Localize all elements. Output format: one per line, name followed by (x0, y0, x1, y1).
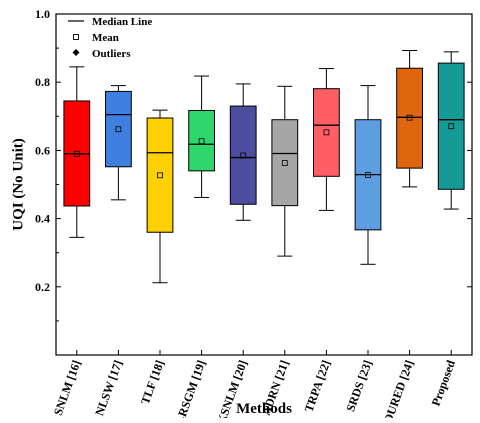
y-tick-label: 0.8 (35, 75, 50, 89)
mean-marker (115, 126, 122, 133)
box (188, 110, 215, 172)
box (437, 62, 465, 190)
legend-mean-swatch (73, 34, 79, 40)
mean-marker (323, 129, 330, 136)
legend-outliers-label: Outliers (92, 48, 131, 60)
x-tick-label: DURED [24] (381, 358, 417, 418)
mean-marker (406, 114, 413, 121)
box-group (313, 68, 340, 211)
x-axis-label: Methods (236, 401, 292, 417)
box-group (396, 49, 423, 188)
box (105, 90, 132, 168)
legend: Median Line Mean Outliers (68, 16, 152, 60)
box (229, 105, 257, 205)
y-tick-label: 0.6 (35, 143, 50, 157)
x-tick-label: LRSGM [19] (172, 358, 208, 418)
y-axis-label: UQI (No Unit) (10, 138, 26, 231)
x-tick-label: Proposed (429, 358, 459, 408)
box-group (437, 51, 465, 210)
box-group (105, 85, 132, 201)
y-tick-label: 1.0 (35, 7, 50, 21)
box-group (229, 83, 257, 221)
x-tick-label: TRPA [22] (302, 358, 334, 414)
x-tick-label: TLF [18] (138, 358, 167, 406)
mean-marker (157, 172, 163, 179)
y-tick-label: 0.2 (35, 280, 50, 294)
mean-marker (365, 172, 371, 178)
y-axis: 0.2 0.4 0.6 0.8 1.0 (35, 7, 472, 322)
mean-marker (281, 160, 288, 166)
box-series (63, 49, 465, 284)
box (313, 88, 340, 177)
mean-marker (240, 152, 247, 159)
y-tick-label: 0.4 (35, 212, 50, 226)
box (146, 117, 174, 233)
x-tick-label: SRDS [23] (343, 358, 375, 413)
mean-marker (73, 150, 80, 157)
box-group (188, 75, 215, 198)
mean-marker (448, 123, 455, 130)
box (396, 67, 423, 169)
x-tick-label: SNLM [16] (51, 358, 84, 417)
mean-marker (198, 138, 205, 145)
box-group (271, 85, 299, 257)
box (271, 119, 299, 207)
box-group (354, 85, 382, 265)
box-group (146, 109, 174, 284)
legend-outliers-swatch (72, 49, 80, 56)
legend-mean-label: Mean (92, 32, 119, 44)
x-tick-label: NLSW [17] (92, 358, 125, 417)
legend-median-line-label: Median Line (92, 16, 152, 28)
box-group (63, 66, 91, 238)
